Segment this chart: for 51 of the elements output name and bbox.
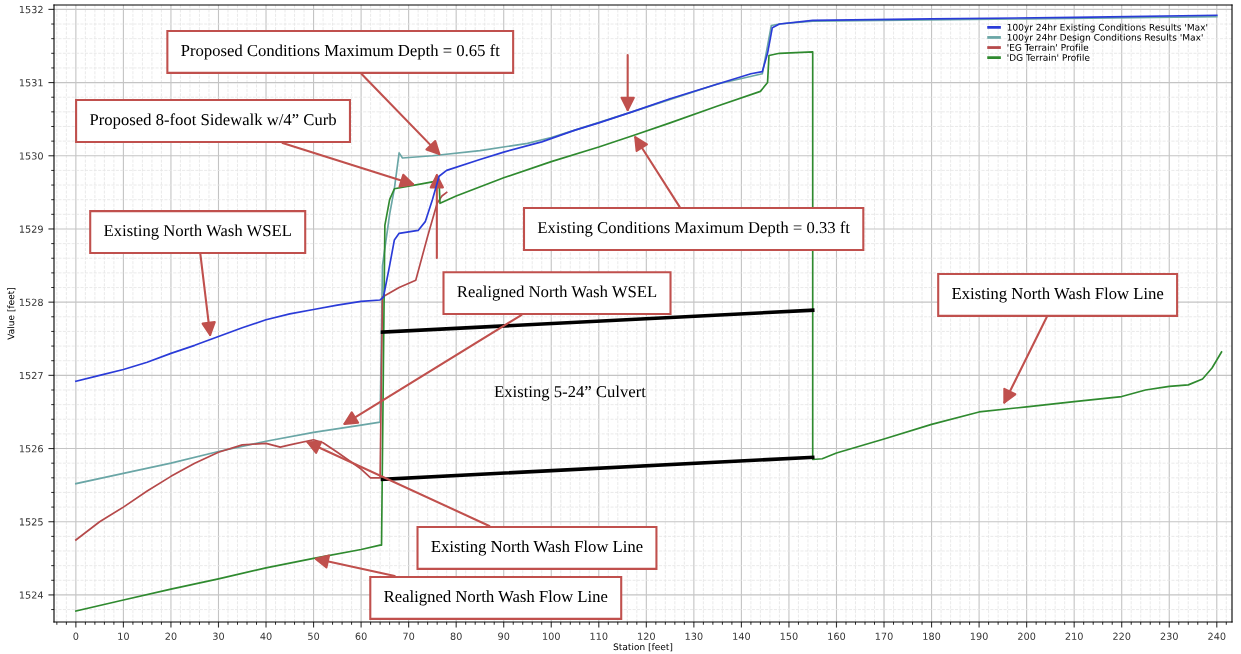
line-series bbox=[75, 14, 1218, 383]
x-tick-label: 210 bbox=[1065, 632, 1083, 640]
y-tick-label: 1524 bbox=[19, 591, 44, 599]
legend-label: 'DG Terrain' Profile bbox=[1007, 53, 1090, 61]
y-axis-title: Value [feet] bbox=[7, 288, 16, 340]
x-tick-label: 80 bbox=[450, 632, 462, 640]
y-tick-label: 1532 bbox=[19, 5, 43, 14]
annotation: Realigned North Wash WSEL bbox=[457, 285, 657, 301]
y-tick-label: 1529 bbox=[19, 225, 43, 233]
x-tick-label: 120 bbox=[638, 632, 655, 640]
x-tick-label: 130 bbox=[685, 632, 703, 640]
x-tick-label: 200 bbox=[1018, 632, 1036, 640]
x-tick-label: 50 bbox=[308, 632, 320, 640]
legend-label: 'EG Terrain' Profile bbox=[1007, 43, 1089, 51]
y-tick-label: 1528 bbox=[19, 298, 43, 306]
y-tick-label: 1530 bbox=[19, 152, 43, 160]
x-tick-label: 70 bbox=[403, 632, 415, 640]
y-tick-label: 1527 bbox=[19, 371, 43, 380]
x-tick-label: 10 bbox=[118, 632, 129, 640]
x-tick-label: 90 bbox=[498, 632, 510, 640]
annotation: Proposed Conditions Maximum Depth = 0.65 ft bbox=[181, 44, 500, 60]
legend-label: 100yr 24hr Design Conditions Results 'Max' bbox=[1007, 33, 1203, 43]
annotation: Existing Conditions Maximum Depth = 0.33 ft bbox=[537, 221, 850, 237]
x-tick-label: 150 bbox=[780, 632, 798, 640]
x-tick-label: 190 bbox=[970, 632, 988, 640]
x-tick-label: 100 bbox=[543, 632, 560, 640]
annotation: Existing North Wash WSEL bbox=[104, 224, 291, 240]
annotation: Proposed 8-foot Sidewalk w/4” Curb bbox=[89, 113, 336, 129]
x-tick-label: 180 bbox=[923, 632, 941, 640]
x-tick-label: 220 bbox=[1113, 632, 1131, 640]
x-axis-title: Station [feet] bbox=[613, 643, 673, 652]
x-tick-label: 40 bbox=[260, 632, 272, 640]
annotation: Realigned North Wash Flow Line bbox=[384, 590, 608, 606]
x-tick-label: 20 bbox=[165, 632, 177, 640]
line-series bbox=[75, 15, 1218, 485]
annotation: Existing North Wash Flow Line bbox=[952, 287, 1164, 303]
x-tick-label: 30 bbox=[213, 632, 225, 640]
x-tick-label: 140 bbox=[733, 632, 751, 640]
x-tick-label: 170 bbox=[875, 632, 893, 640]
y-tick-label: 1531 bbox=[19, 79, 43, 87]
legend-label: 100yr 24hr Existing Conditions Results 'Max' bbox=[1007, 23, 1208, 33]
y-tick-label: 1525 bbox=[19, 518, 43, 526]
x-tick-label: 110 bbox=[590, 632, 608, 640]
annotation: Existing 5-24” Culvert bbox=[494, 385, 646, 401]
x-tick-label: 160 bbox=[828, 632, 846, 640]
x-tick-label: 230 bbox=[1160, 632, 1178, 640]
x-tick-label: 240 bbox=[1208, 632, 1226, 640]
annotation: Existing North Wash Flow Line bbox=[431, 540, 643, 556]
y-tick-label: 1526 bbox=[19, 445, 43, 453]
x-tick-label: 0 bbox=[73, 632, 79, 640]
x-tick-label: 60 bbox=[355, 632, 367, 640]
